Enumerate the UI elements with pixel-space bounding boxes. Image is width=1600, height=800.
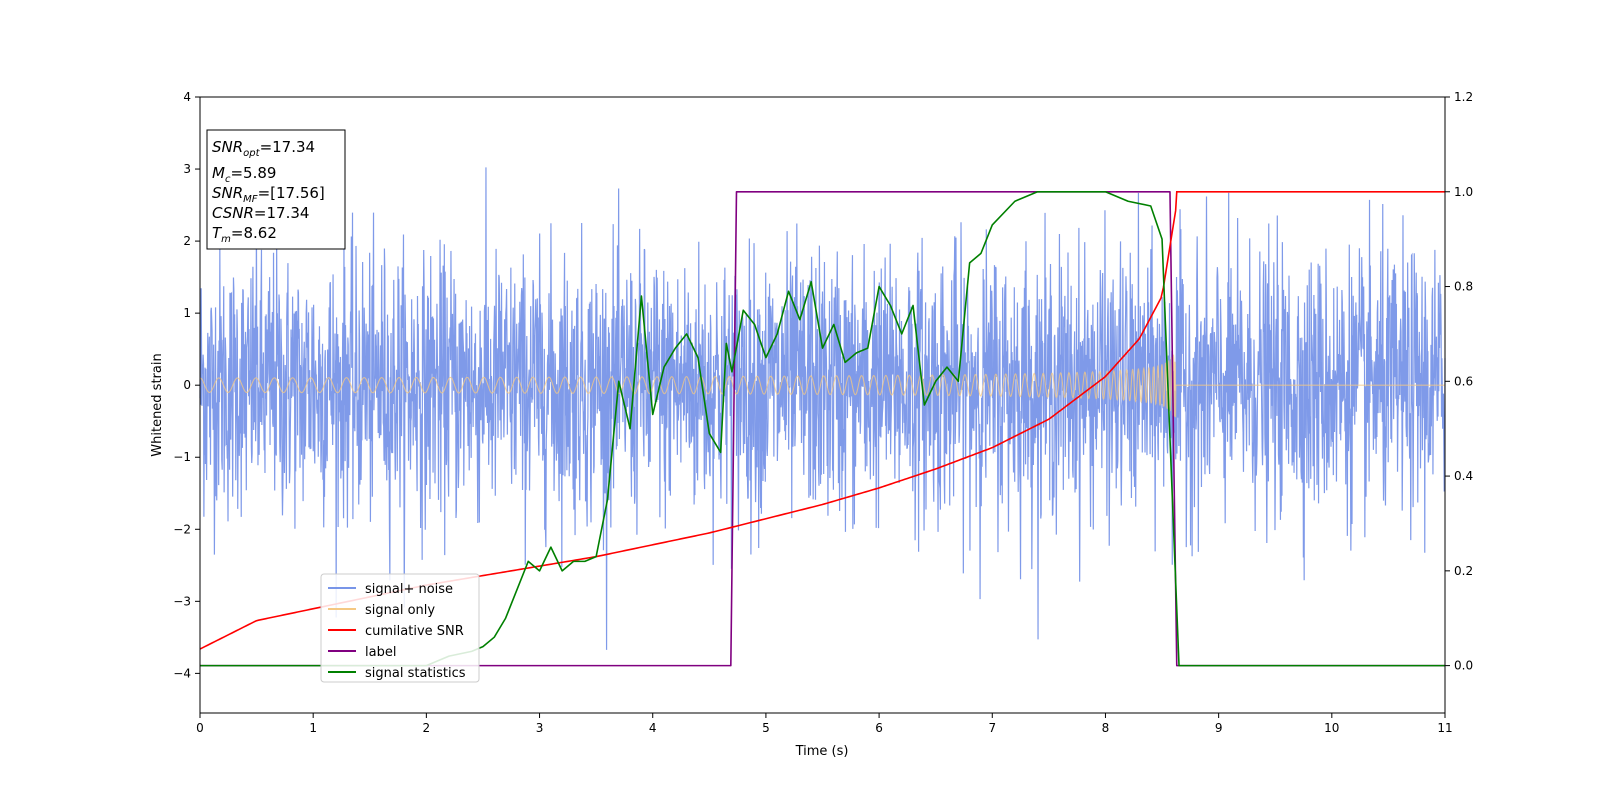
legend-entry: signal+ noise bbox=[365, 582, 453, 597]
x-tick-label: 6 bbox=[875, 721, 883, 735]
legend: signal+ noise signal only cumilative SNR la… bbox=[320, 573, 480, 683]
line-signal-only bbox=[199, 354, 1445, 418]
x-tick-label: 3 bbox=[536, 721, 544, 735]
y-tick-label: 2 bbox=[183, 234, 191, 248]
x-tick-label: 5 bbox=[762, 721, 770, 735]
y2-tick-label: 1.0 bbox=[1454, 185, 1473, 199]
x-axis-label: Time (s) bbox=[795, 744, 849, 759]
y-axis-right: 1.2 1.0 0.8 0.6 0.4 0.2 0.0 bbox=[1445, 90, 1473, 673]
info-snr-mf: SNRMF=[17.56] bbox=[212, 184, 325, 205]
y-tick-label: 1 bbox=[183, 306, 191, 320]
info-box-frame bbox=[206, 129, 346, 250]
x-axis: 0 1 2 3 4 5 6 7 8 9 10 11 bbox=[196, 713, 1453, 735]
series-signal-only bbox=[199, 354, 1445, 418]
y-tick-label: −4 bbox=[173, 666, 191, 680]
x-tick-label: 7 bbox=[988, 721, 996, 735]
y-tick-label: 0 bbox=[183, 378, 191, 392]
y-axis-left: 4 3 2 1 0 −1 −2 −3 −4 bbox=[173, 90, 200, 680]
x-tick-label: 11 bbox=[1437, 721, 1452, 735]
x-tick-label: 0 bbox=[196, 721, 204, 735]
y-tick-label: 4 bbox=[183, 90, 191, 104]
y-tick-label: 3 bbox=[183, 162, 191, 176]
info-box: SNRopt=17.34 Mc=5.89 SNRMF=[17.56] CSNR=… bbox=[206, 129, 346, 250]
info-mc: Mc=5.89 bbox=[212, 164, 276, 185]
info-snr-opt: SNRopt=17.34 bbox=[212, 138, 315, 159]
series-signal-statistics bbox=[200, 190, 1445, 667]
y2-tick-label: 0.4 bbox=[1454, 469, 1473, 483]
x-tick-label: 4 bbox=[649, 721, 657, 735]
line-signal-noise bbox=[199, 167, 1446, 650]
x-tick-label: 1 bbox=[309, 721, 317, 735]
y2-tick-label: 0.6 bbox=[1454, 374, 1473, 388]
line-signal-statistics bbox=[200, 190, 1445, 667]
x-tick-label: 8 bbox=[1102, 721, 1110, 735]
y-tick-label: −1 bbox=[173, 450, 191, 464]
y2-tick-label: 1.2 bbox=[1454, 90, 1473, 104]
legend-entry: signal only bbox=[365, 603, 435, 618]
info-csnr: CSNR=17.34 bbox=[212, 204, 309, 222]
y2-tick-label: 0.0 bbox=[1454, 659, 1473, 673]
x-tick-label: 2 bbox=[423, 721, 431, 735]
y2-tick-label: 0.2 bbox=[1454, 564, 1473, 578]
info-tm: Tm=8.62 bbox=[212, 224, 277, 245]
legend-entry: label bbox=[365, 645, 396, 660]
y-tick-label: −3 bbox=[173, 594, 191, 608]
series-signal-noise bbox=[199, 167, 1446, 650]
x-tick-label: 9 bbox=[1215, 721, 1223, 735]
plot-frame bbox=[199, 96, 1446, 714]
legend-frame bbox=[320, 573, 480, 683]
y-tick-label: −2 bbox=[173, 522, 191, 536]
x-tick-label: 10 bbox=[1324, 721, 1339, 735]
y2-tick-label: 0.8 bbox=[1454, 280, 1473, 294]
y-axis-label: Whitened strain bbox=[150, 353, 165, 456]
legend-entry: cumilative SNR bbox=[365, 624, 464, 639]
legend-entry: signal statistics bbox=[365, 666, 466, 681]
